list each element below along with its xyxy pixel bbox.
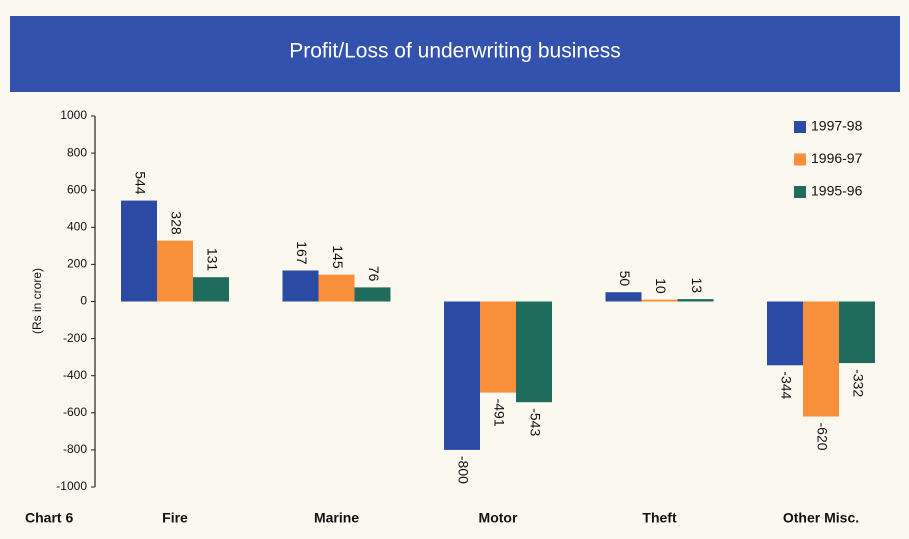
bar (767, 301, 803, 366)
bar (677, 299, 714, 302)
data-label: -543 (527, 408, 543, 436)
y-tick-label: -400 (63, 368, 87, 382)
data-label: -344 (778, 371, 794, 399)
y-tick-label: -200 (63, 331, 87, 345)
data-label: 76 (366, 266, 382, 282)
data-label: 328 (168, 211, 184, 235)
x-tick-label: Motor (479, 510, 518, 526)
legend-swatch (794, 153, 806, 166)
bar (318, 274, 355, 302)
y-tick-label: -600 (63, 405, 87, 419)
annotation: Chart 6 (25, 510, 73, 526)
chart-title: Profit/Loss of underwriting business (289, 40, 621, 63)
legend-swatch (794, 186, 806, 198)
bar (641, 299, 678, 302)
legend-label: 1995-96 (811, 183, 863, 199)
y-tick-label: 400 (67, 219, 87, 233)
data-label: 131 (204, 248, 220, 272)
bar (444, 301, 480, 450)
title-banner (10, 16, 900, 92)
bar (480, 301, 516, 393)
legend-label: 1997-98 (811, 118, 863, 134)
bar (605, 292, 642, 302)
y-tick-label: 800 (67, 145, 87, 159)
data-label: 167 (294, 241, 310, 265)
bar (282, 270, 319, 302)
data-label: 13 (689, 278, 705, 294)
data-label: -332 (850, 369, 866, 397)
x-tick-label: Fire (162, 510, 188, 526)
legend-swatch (794, 121, 806, 133)
bar (121, 200, 157, 302)
bar (803, 301, 839, 417)
bar (157, 240, 193, 302)
data-label: 544 (132, 171, 148, 195)
bar (839, 301, 875, 364)
data-label: 145 (330, 245, 346, 269)
x-tick-label: Marine (314, 510, 359, 526)
data-label: 50 (617, 271, 633, 287)
legend-label: 1996-97 (811, 150, 863, 166)
y-tick-label: -800 (63, 442, 87, 456)
x-tick-label: Theft (642, 510, 677, 526)
y-axis-label: (Rs in crore) (30, 268, 44, 334)
bar (193, 277, 229, 302)
y-tick-label: 1000 (60, 108, 87, 122)
y-tick-label: 0 (80, 294, 87, 308)
bar (516, 301, 552, 403)
y-tick-label: 200 (67, 257, 87, 271)
data-label: 10 (653, 278, 669, 294)
y-tick-label: 600 (67, 182, 87, 196)
data-label: -800 (455, 456, 471, 484)
bar (354, 287, 391, 302)
data-label: -491 (491, 399, 507, 427)
x-tick-label: Other Misc. (783, 510, 859, 526)
data-label: -620 (814, 423, 830, 451)
y-tick-label: -1000 (56, 479, 87, 493)
